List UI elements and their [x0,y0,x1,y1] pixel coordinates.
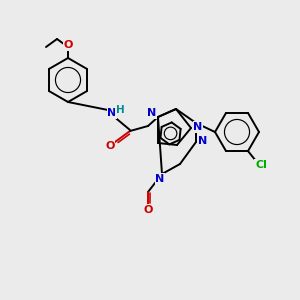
Text: O: O [143,205,153,215]
Text: N: N [107,108,117,118]
Text: N: N [155,174,165,184]
Text: O: O [105,141,115,151]
Text: N: N [147,108,157,118]
Text: H: H [116,105,124,115]
Text: N: N [198,136,208,146]
Text: Cl: Cl [255,160,267,170]
Text: N: N [194,122,202,132]
Text: O: O [63,40,73,50]
